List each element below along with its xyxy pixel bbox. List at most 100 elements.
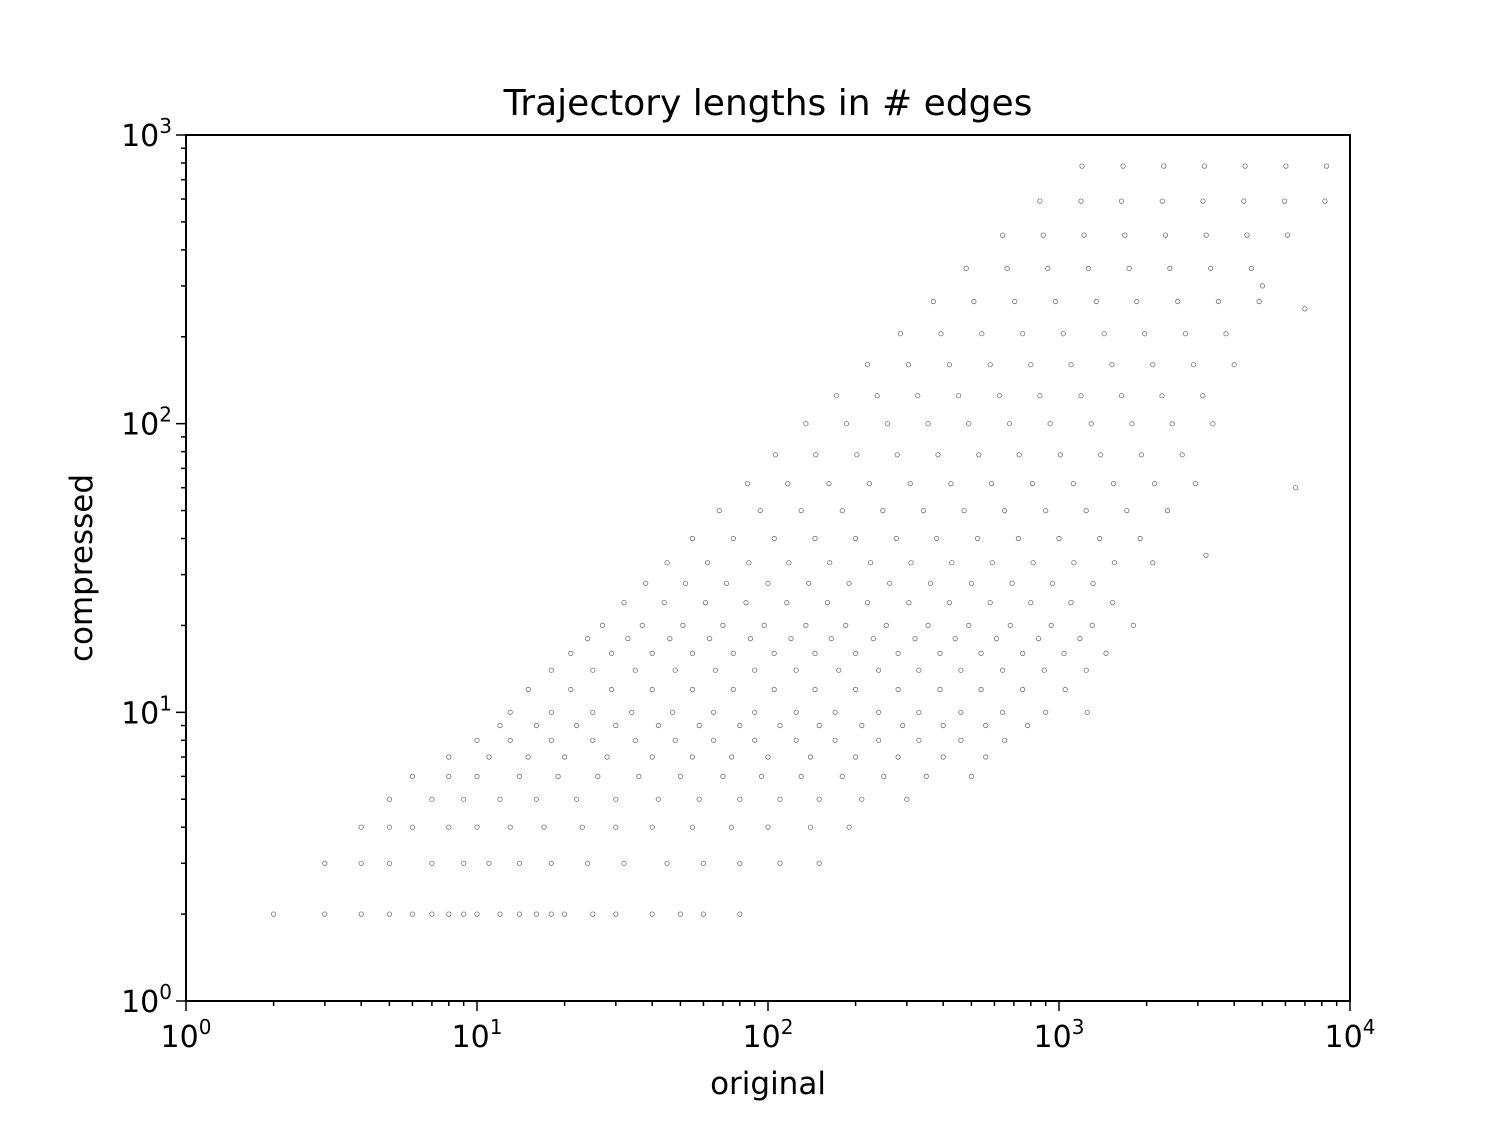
scatter-point: [706, 635, 713, 642]
scatter-point: [757, 507, 763, 514]
scatter-point: [386, 824, 392, 830]
scatter-point: [870, 635, 876, 642]
scatter-point: [720, 773, 726, 780]
scatter-point: [976, 452, 982, 458]
scatter-point: [807, 754, 814, 760]
scatter-point: [730, 535, 736, 542]
scatter-point: [852, 650, 859, 657]
scatter-point: [798, 773, 804, 780]
scatter-point: [859, 722, 865, 729]
scatter-point: [875, 737, 882, 743]
points-layer: [270, 163, 1330, 917]
scatter-point: [541, 824, 547, 830]
scatter-point: [971, 298, 977, 305]
scatter-point: [979, 331, 985, 337]
scatter-point: [474, 737, 480, 743]
scatter-point: [894, 452, 900, 458]
scatter-point: [839, 507, 845, 514]
scatter-point: [798, 507, 804, 514]
y-tick-label: 101: [121, 691, 172, 731]
scatter-point: [816, 722, 822, 729]
scatter-point: [812, 650, 818, 657]
scatter-point: [1223, 331, 1229, 337]
scatter-point: [925, 421, 931, 427]
scatter-point: [1118, 198, 1125, 204]
scatter-point: [1323, 163, 1330, 169]
scatter-point: [728, 754, 735, 760]
scatter-point: [507, 709, 513, 715]
scatter-point: [758, 773, 765, 780]
scatter-point: [875, 667, 882, 673]
scatter-point: [803, 622, 809, 629]
scatter-point: [1134, 298, 1140, 305]
scatter-point: [816, 860, 822, 866]
scatter-point: [846, 580, 852, 586]
scatter-point: [987, 362, 993, 368]
scatter-point: [752, 737, 758, 743]
scatter-point: [1103, 650, 1109, 657]
scatter-point: [958, 667, 964, 673]
scatter-point: [737, 860, 743, 866]
scatter-point: [927, 580, 934, 586]
scatter-point: [1045, 265, 1051, 271]
scatter-point: [746, 560, 752, 566]
scatter-point: [667, 635, 673, 642]
scatter-point: [1043, 507, 1049, 514]
scatter-point: [1109, 362, 1115, 368]
scatter-point: [1302, 306, 1308, 312]
scatter-point: [386, 911, 392, 917]
scatter-point: [669, 709, 676, 715]
scatter-point: [813, 452, 819, 458]
scatter-point: [533, 722, 540, 729]
scatter-point: [672, 737, 678, 743]
scatter-point: [573, 722, 580, 729]
scatter-point: [568, 686, 574, 693]
scatter-point: [664, 560, 670, 566]
scatter-point: [1282, 198, 1288, 204]
scatter-point: [1169, 421, 1175, 427]
scatter-point: [1068, 362, 1074, 368]
scatter-point: [1161, 163, 1167, 169]
y-tick-label: 100: [121, 980, 172, 1020]
scatter-point: [948, 480, 954, 487]
scatter-point: [864, 362, 871, 368]
scatter-point: [700, 860, 707, 866]
x-tick-label: 101: [452, 1015, 503, 1055]
scatter-point: [561, 754, 568, 760]
scatter-point: [358, 824, 364, 830]
scatter-point: [874, 393, 880, 399]
scatter-point: [793, 667, 799, 673]
scatter-point: [812, 535, 818, 542]
scatter-point: [786, 560, 792, 566]
scatter-point: [1012, 298, 1018, 305]
scatter-point: [677, 911, 684, 917]
scatter-point: [1009, 580, 1015, 586]
scatter-point: [649, 650, 655, 657]
scatter-point: [1215, 298, 1222, 305]
scatter-point: [1118, 393, 1125, 399]
scatter-point: [908, 560, 914, 566]
scatter-point: [765, 754, 771, 760]
scatter-point: [832, 737, 838, 743]
scatter-point: [988, 480, 995, 487]
scatter-point: [999, 709, 1006, 715]
scatter-point: [1159, 198, 1165, 204]
scatter-point: [270, 911, 277, 917]
scatter-point: [689, 824, 696, 830]
scatter-point: [429, 796, 435, 802]
scatter-point: [700, 911, 707, 917]
scatter-point: [978, 650, 984, 657]
scatter-point: [785, 480, 791, 487]
scatter-point: [852, 686, 859, 693]
scatter-point: [1084, 709, 1090, 715]
scatter-point: [486, 860, 492, 866]
scatter-point: [486, 754, 492, 760]
scatter-point: [1293, 485, 1299, 491]
scatter-point: [887, 580, 893, 586]
scatter-point: [1208, 265, 1214, 271]
scatter-point: [958, 709, 964, 715]
scatter-point: [934, 535, 940, 542]
scatter-point: [1283, 163, 1289, 169]
scatter-point: [966, 622, 972, 629]
scatter-point: [613, 796, 619, 802]
